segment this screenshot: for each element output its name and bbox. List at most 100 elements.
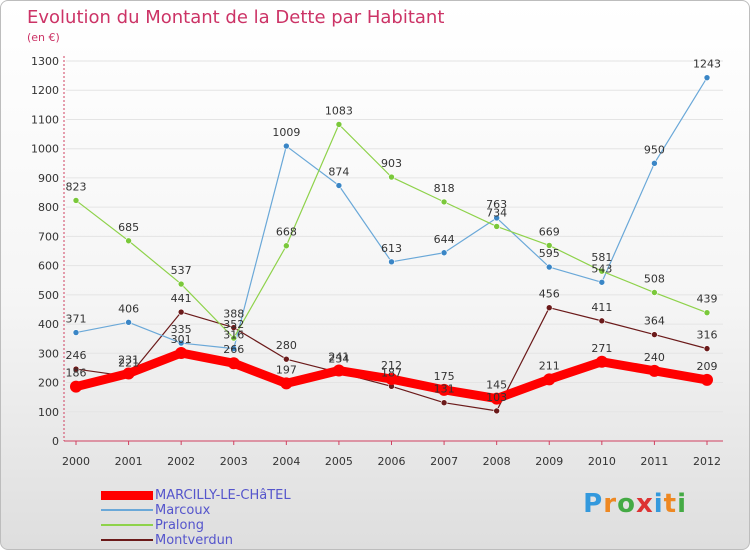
data-label: 221	[118, 356, 139, 369]
x-tick-label: 2004	[272, 455, 300, 468]
series-line	[75, 77, 708, 350]
y-tick-label: 1100	[31, 113, 59, 126]
data-label: 266	[223, 343, 244, 356]
data-point	[283, 142, 290, 150]
legend-swatch	[101, 509, 153, 511]
data-point	[177, 308, 185, 316]
x-tick-label: 2012	[693, 455, 721, 468]
data-label: 371	[66, 313, 87, 326]
data-point	[703, 309, 711, 316]
data-label: 669	[539, 225, 560, 238]
data-point	[175, 347, 188, 360]
x-tick-label: 2006	[378, 455, 406, 468]
data-label: 644	[434, 233, 455, 246]
data-label: 439	[697, 293, 718, 306]
data-point	[177, 280, 185, 288]
data-label: 543	[591, 262, 612, 275]
data-point	[545, 242, 553, 249]
y-tick-label: 700	[38, 230, 59, 243]
data-label: 668	[276, 226, 297, 239]
proxiti-logo: Proxiti	[583, 489, 687, 519]
y-tick-label: 300	[38, 347, 59, 360]
data-point	[335, 121, 343, 128]
data-point	[385, 373, 398, 386]
legend-label: Pralong	[155, 517, 204, 533]
data-label: 581	[591, 251, 612, 264]
data-label: 212	[381, 359, 402, 372]
data-point	[703, 345, 711, 352]
y-tick-label: 400	[38, 318, 59, 331]
data-point	[388, 258, 395, 266]
data-label: 335	[171, 323, 192, 336]
data-label: 874	[328, 166, 349, 179]
data-point	[125, 319, 132, 326]
data-point	[72, 365, 80, 373]
data-label: 131	[434, 383, 455, 396]
data-label: 234	[328, 353, 349, 366]
data-point	[438, 383, 451, 396]
legend-item: Montverdun	[101, 532, 234, 548]
data-point	[648, 364, 661, 377]
data-point	[177, 339, 185, 347]
chart-subtitle: (en €)	[27, 31, 60, 44]
data-label: 186	[66, 367, 87, 380]
data-label: 613	[381, 242, 402, 255]
legend-item: MARCILLY-LE-CHâTEL	[101, 487, 291, 503]
data-label: 537	[171, 264, 192, 277]
legend-label: MARCILLY-LE-CHâTEL	[155, 487, 291, 503]
legend-swatch	[101, 539, 153, 541]
data-label: 103	[486, 391, 507, 404]
data-label: 187	[381, 366, 402, 379]
data-label: 508	[644, 273, 665, 286]
data-label: 301	[171, 333, 192, 346]
legend-label: Montverdun	[155, 532, 234, 548]
data-label: 406	[118, 302, 139, 315]
data-label: 441	[171, 292, 192, 305]
data-label: 1009	[272, 126, 300, 139]
data-label: 240	[644, 351, 665, 364]
y-tick-label: 0	[52, 435, 59, 448]
data-point	[701, 373, 713, 386]
data-label: 316	[223, 329, 244, 342]
legend-item: Marcoux	[101, 503, 210, 518]
data-label: 316	[697, 329, 718, 342]
x-tick-label: 2005	[325, 455, 353, 468]
data-point	[388, 173, 395, 181]
data-point	[651, 289, 658, 296]
y-tick-label: 1000	[31, 143, 59, 156]
data-point	[703, 74, 711, 81]
x-tick-label: 2003	[220, 455, 248, 468]
data-point	[332, 364, 345, 377]
data-label: 352	[223, 318, 244, 331]
data-point	[227, 357, 240, 370]
y-tick-label: 600	[38, 260, 59, 273]
data-label: 595	[539, 247, 560, 260]
data-label: 364	[644, 315, 665, 328]
data-point	[283, 242, 290, 250]
data-label: 231	[118, 353, 139, 366]
data-label: 271	[591, 342, 612, 355]
data-point	[125, 237, 132, 245]
data-point	[440, 249, 448, 257]
data-label: 246	[66, 349, 87, 362]
data-point	[545, 263, 553, 271]
data-label: 209	[697, 360, 718, 373]
axes: 0 100 200 300 400 500 600 700 800 900 1000 1100 1200…	[31, 55, 723, 468]
data-label: 818	[434, 182, 455, 195]
data-point	[440, 198, 448, 206]
data-label: 175	[434, 370, 455, 383]
data-label: 145	[486, 379, 507, 392]
data-point	[490, 392, 503, 405]
data-point	[70, 380, 82, 393]
y-tick-label: 1200	[31, 84, 59, 97]
data-point	[598, 278, 606, 286]
logo-letter: P	[583, 489, 604, 519]
data-point	[72, 197, 80, 204]
data-point	[595, 355, 608, 368]
data-label: 763	[486, 198, 507, 211]
y-tick-label: 200	[38, 377, 59, 390]
x-tick-label: 2009	[535, 455, 563, 468]
y-tick-label: 1300	[31, 55, 59, 68]
